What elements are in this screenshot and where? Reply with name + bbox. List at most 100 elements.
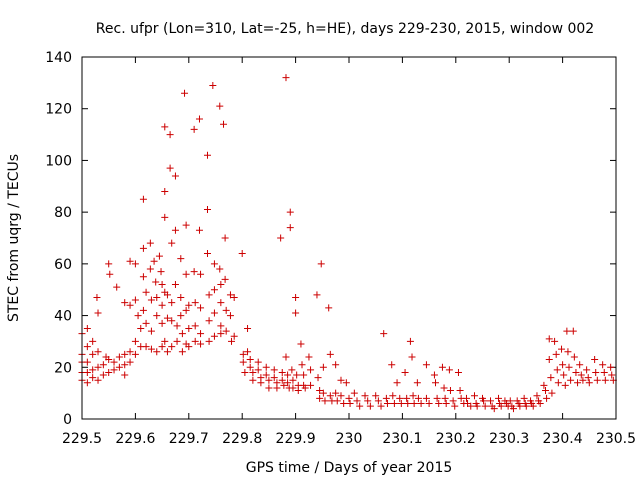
data-point: [185, 325, 193, 332]
data-point: [195, 115, 203, 123]
x-tick-label: 229.7: [169, 431, 209, 447]
data-point: [226, 291, 234, 299]
data-point: [265, 376, 273, 384]
data-point: [210, 309, 218, 317]
data-point: [591, 356, 599, 364]
data-point: [307, 366, 315, 374]
data-point: [316, 394, 324, 402]
data-point: [410, 399, 418, 407]
data-point: [579, 376, 587, 384]
data-point: [346, 399, 354, 407]
x-tick-label: 230.3: [489, 431, 529, 447]
data-point: [337, 392, 345, 400]
data-point: [294, 387, 302, 395]
data-point: [177, 293, 185, 301]
data-point: [564, 348, 572, 356]
data-point: [467, 402, 475, 410]
data-point: [217, 330, 225, 338]
data-point: [548, 389, 556, 397]
data-point: [210, 286, 218, 294]
data-point: [203, 250, 211, 258]
data-point: [181, 89, 189, 97]
data-point: [470, 392, 478, 400]
data-point: [121, 361, 129, 369]
axis-ticks: 229.5 229.6 229.7 229.8 229.9 230 230.1 230.2 23…: [45, 50, 636, 447]
data-point: [319, 363, 327, 371]
data-point: [163, 348, 171, 356]
data-point: [244, 325, 252, 332]
data-point: [569, 327, 577, 335]
data-point: [161, 213, 169, 221]
data-point: [435, 399, 443, 407]
data-point: [153, 293, 161, 301]
y-tick-label: 40: [54, 309, 72, 325]
data-point: [451, 402, 459, 410]
data-point: [298, 361, 306, 369]
data-point: [480, 397, 488, 405]
data-point: [282, 353, 290, 361]
data-point: [197, 330, 205, 338]
data-point: [561, 381, 569, 389]
data-point: [121, 299, 129, 307]
data-point: [254, 366, 262, 374]
data-point: [222, 327, 230, 335]
data-point: [161, 337, 169, 345]
data-point: [446, 387, 454, 395]
data-point: [83, 343, 91, 351]
data-point: [83, 358, 91, 366]
x-tick-label: 229.5: [62, 431, 102, 447]
data-point: [203, 151, 211, 159]
y-tick-label: 20: [54, 360, 72, 376]
data-point: [289, 384, 297, 392]
data-point: [93, 293, 101, 301]
data-point: [139, 306, 147, 314]
data-point: [432, 379, 440, 387]
data-point: [168, 343, 176, 351]
data-point: [126, 257, 134, 265]
data-point: [350, 389, 358, 397]
data-point: [333, 397, 341, 405]
data-point: [565, 363, 573, 371]
data-point: [509, 405, 517, 413]
data-point: [222, 306, 230, 314]
data-point: [155, 252, 163, 260]
data-point: [389, 392, 397, 400]
data-point: [326, 392, 334, 400]
data-point: [126, 348, 134, 356]
data-point: [284, 379, 292, 387]
data-point: [191, 337, 199, 345]
data-point: [585, 379, 593, 387]
data-point: [105, 368, 113, 376]
data-point: [529, 402, 537, 410]
data-point: [406, 337, 414, 345]
data-point: [147, 296, 155, 304]
data-point: [195, 226, 203, 234]
data-point: [94, 363, 102, 371]
data-point: [94, 348, 102, 356]
data-point: [142, 288, 150, 296]
data-point: [560, 371, 568, 379]
data-point: [353, 397, 361, 405]
data-point: [487, 397, 495, 405]
data-point: [105, 260, 113, 268]
data-point: [246, 356, 254, 364]
data-point: [332, 389, 340, 397]
data-point: [273, 384, 281, 392]
data-point: [390, 399, 398, 407]
data-point: [356, 402, 364, 410]
data-point: [153, 348, 161, 356]
data-point: [292, 293, 300, 301]
data-point: [210, 260, 218, 268]
data-point: [171, 281, 179, 289]
data-point: [147, 327, 155, 335]
data-point: [106, 270, 114, 278]
data-point: [372, 392, 380, 400]
data-point: [558, 345, 566, 353]
data-point: [280, 381, 288, 389]
data-point: [441, 394, 449, 402]
data-point: [292, 309, 300, 317]
data-point: [417, 399, 425, 407]
y-tick-label: 140: [45, 50, 72, 66]
data-point: [191, 322, 199, 330]
data-point: [203, 206, 211, 214]
